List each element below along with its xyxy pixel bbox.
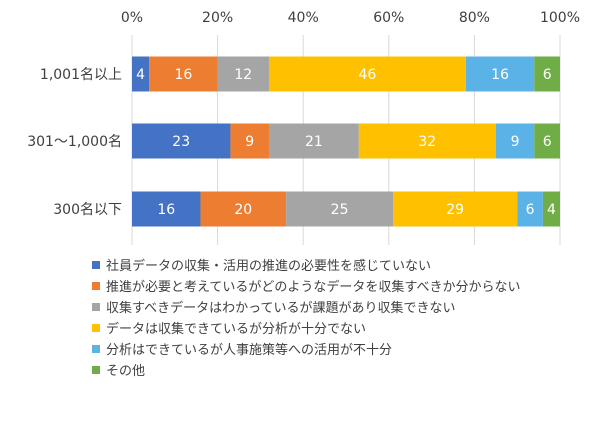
- legend-swatch: [92, 344, 100, 353]
- category-label: 301～1,000名: [27, 134, 122, 150]
- bar-segment: [268, 56, 466, 92]
- bar-segment: [217, 56, 269, 92]
- bar-segment: [465, 56, 535, 92]
- bar-segment: [495, 123, 535, 159]
- legend-item: その他: [92, 359, 520, 380]
- legend-item: 推進が必要と考えているがどのようなデータを収集すべきか分からない: [92, 275, 520, 296]
- bar-segment: [268, 123, 359, 159]
- data-label: 25: [331, 202, 349, 218]
- legend: 社員データの収集・活用の推進の必要性を感じていない推進が必要と考えているがどのよ…: [92, 254, 520, 380]
- data-label: 23: [172, 134, 190, 150]
- legend-label: 分析はできているが人事施策等への活用が不十分: [106, 343, 393, 358]
- bar-segment: [230, 123, 269, 159]
- data-label: 16: [491, 67, 509, 83]
- data-label: 29: [446, 202, 464, 218]
- bar-segment: [542, 191, 560, 227]
- data-label: 20: [234, 202, 252, 218]
- legend-label: 収集すべきデータはわかっているが課題があり収集できない: [106, 301, 456, 316]
- legend-item: 収集すべきデータはわかっているが課題があり収集できない: [92, 296, 520, 317]
- legend-label: データは収集できているが分析が十分でない: [106, 322, 367, 337]
- bar-segment: [132, 56, 150, 92]
- bar-segment: [132, 123, 231, 159]
- legend-item: 社員データの収集・活用の推進の必要性を感じていない: [92, 254, 520, 275]
- data-label: 21: [305, 134, 323, 150]
- bar-segment: [286, 191, 394, 227]
- bar-segment: [517, 191, 543, 227]
- data-label: 9: [511, 134, 520, 150]
- bar-segment: [200, 191, 287, 227]
- stacked-bar-chart: 0% 20% 40% 60% 80% 100% 1,001名以上 301～1,000名 300…: [27, 10, 580, 245]
- data-label: 6: [543, 134, 552, 150]
- category-label: 300名以下: [53, 202, 122, 218]
- bars: 4 16 12 46 16 623 9 21 32 9 616 20 25 29 6 4: [132, 56, 560, 227]
- data-label: 9: [245, 134, 254, 150]
- legend-item: データは収集できているが分析が十分でない: [92, 317, 520, 338]
- data-label: 12: [234, 67, 252, 83]
- x-tick-label: 0%: [121, 10, 143, 26]
- data-label: 16: [174, 67, 192, 83]
- legend-item: 分析はできているが人事施策等への活用が不十分: [92, 338, 520, 359]
- data-label: 6: [526, 202, 535, 218]
- legend-label: その他: [106, 364, 146, 379]
- legend-swatch: [92, 281, 100, 290]
- category-labels: 1,001名以上 301～1,000名 300名以下: [27, 67, 122, 218]
- legend-label: 社員データの収集・活用の推進の必要性を感じていない: [106, 259, 432, 274]
- data-label: 16: [157, 202, 175, 218]
- data-label: 4: [136, 67, 145, 83]
- x-tick-label: 100%: [540, 10, 580, 26]
- data-label: 32: [418, 134, 436, 150]
- data-label: 4: [547, 202, 556, 218]
- x-tick-label: 20%: [202, 10, 233, 26]
- bar-segment: [149, 56, 218, 92]
- bar-segment: [534, 123, 560, 159]
- legend-swatch: [92, 302, 100, 311]
- category-label: 1,001名以上: [40, 67, 122, 83]
- data-label: 6: [543, 67, 552, 83]
- legend-swatch: [92, 365, 100, 374]
- bar-segment: [132, 191, 201, 227]
- x-tick-label: 80%: [459, 10, 490, 26]
- x-tick-label: 60%: [373, 10, 404, 26]
- bar-segment: [534, 56, 560, 92]
- legend-swatch: [92, 323, 100, 332]
- bar-segment: [358, 123, 496, 159]
- legend-swatch: [92, 260, 100, 269]
- x-tick-label: 40%: [288, 10, 319, 26]
- data-label: 46: [358, 67, 376, 83]
- legend-label: 推進が必要と考えているがどのようなデータを収集すべきか分からない: [106, 280, 521, 295]
- x-axis-ticks: 0% 20% 40% 60% 80% 100%: [121, 10, 580, 26]
- bar-segment: [393, 191, 518, 227]
